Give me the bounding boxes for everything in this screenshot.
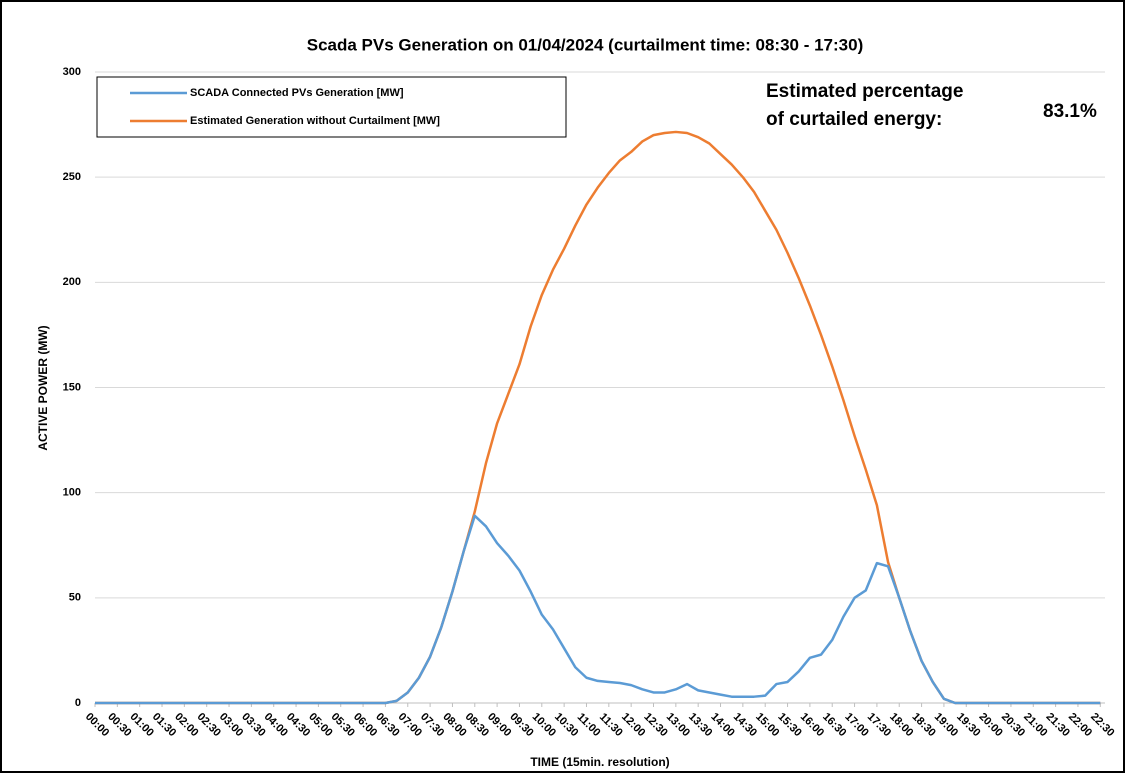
y-axis-label: ACTIVE POWER (MW) xyxy=(36,325,50,450)
y-tick-label: 250 xyxy=(63,171,81,183)
y-tick-label: 150 xyxy=(63,381,81,393)
y-tick-label: 300 xyxy=(63,66,81,78)
annotation: Estimated percentage xyxy=(766,81,963,102)
y-tick-label: 0 xyxy=(75,697,81,709)
x-axis-label: TIME (15min. resolution) xyxy=(530,755,669,769)
annotation: 83.1% xyxy=(1043,101,1097,122)
chart-title: Scada PVs Generation on 01/04/2024 (curt… xyxy=(307,35,864,54)
annotation: of curtailed energy: xyxy=(766,109,942,130)
series-line xyxy=(95,514,1101,705)
y-tick-label: 100 xyxy=(63,487,81,499)
legend-label: Estimated Generation without Curtailment… xyxy=(190,115,440,127)
legend-box xyxy=(96,76,567,138)
legend-label: SCADA Connected PVs Generation [MW] xyxy=(190,87,404,99)
y-tick-label: 50 xyxy=(69,592,81,604)
y-tick-label: 200 xyxy=(63,276,81,288)
